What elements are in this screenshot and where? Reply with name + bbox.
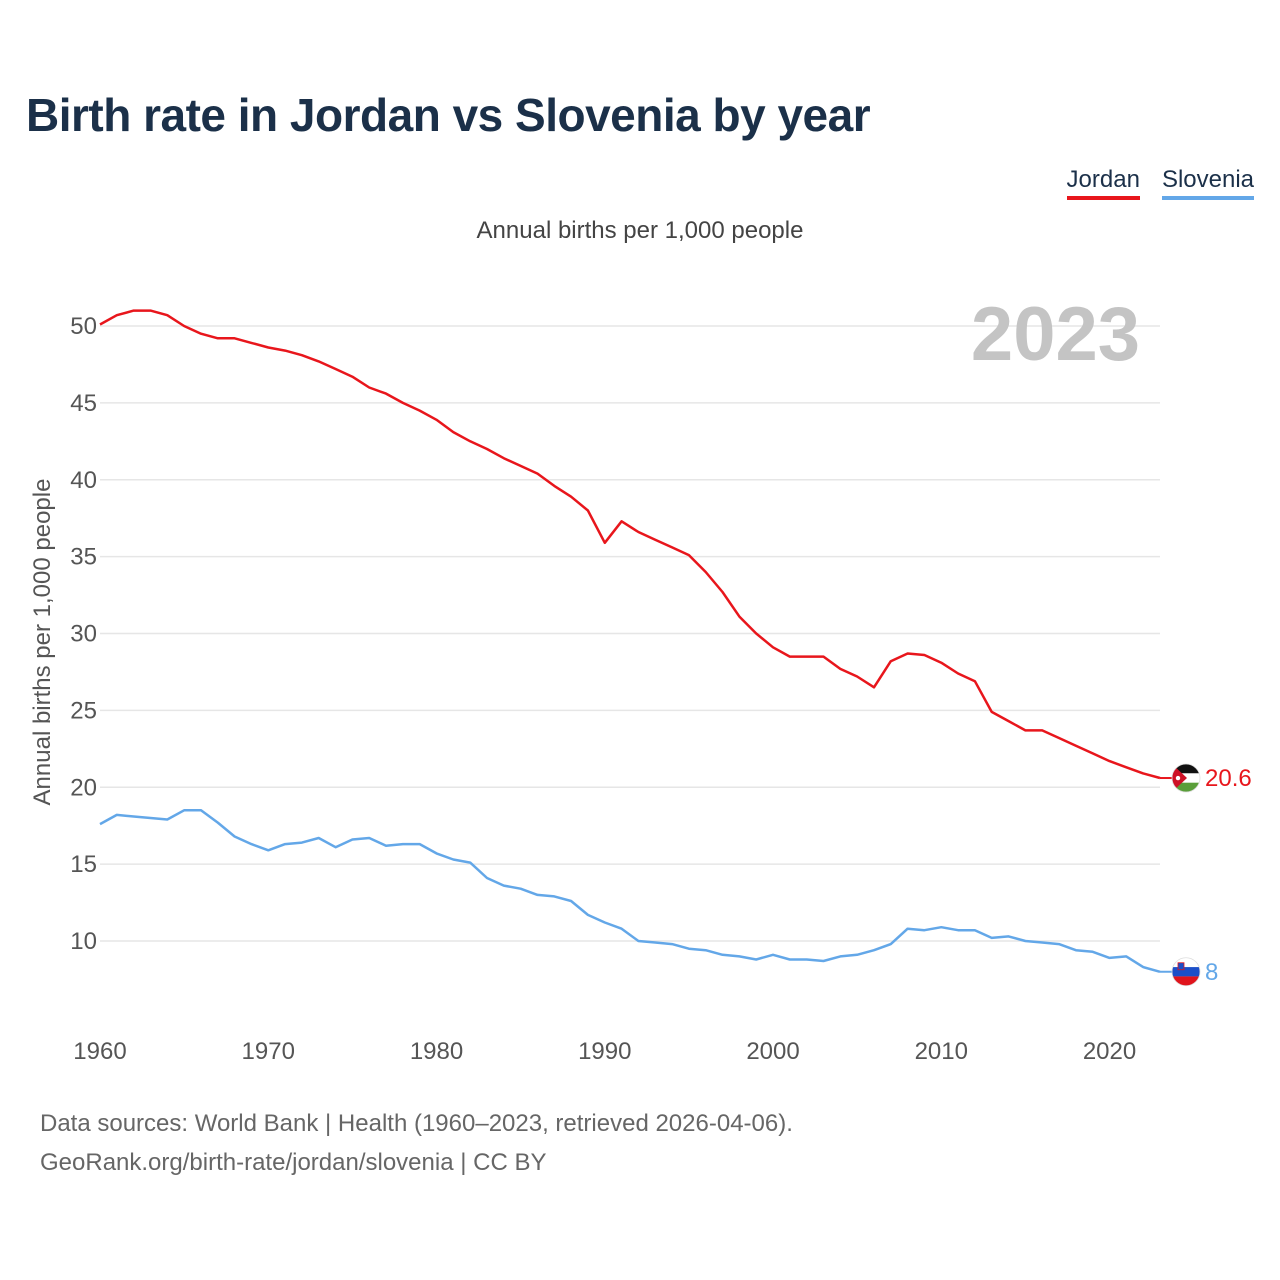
y-tick-label: 30: [70, 621, 97, 648]
y-tick-label: 20: [70, 774, 97, 801]
end-value-label-slovenia: 8: [1205, 959, 1218, 986]
end-value-label-jordan: 20.6: [1205, 765, 1252, 792]
series-line-jordan[interactable]: [99, 309, 1161, 780]
chart-subtitle: Annual births per 1,000 people: [476, 217, 804, 244]
x-tick-label: 1980: [410, 1038, 463, 1065]
source-text: Data sources: World Bank | Health (1960–…: [40, 1110, 793, 1137]
series-end-markers: 20.68: [1160, 763, 1252, 987]
legend-item-slovenia[interactable]: Slovenia: [1161, 166, 1254, 200]
jordan-flag-icon: [1171, 763, 1201, 793]
slovenia-flag-icon: [1171, 957, 1201, 987]
line-chart: 2023 10 15 20 25 30 35 40 45 50 1960 1970 1980 1990…: [29, 292, 1252, 1065]
footer: Data sources: World Bank | Health (1960–…: [40, 1104, 793, 1182]
y-tick-label: 50: [70, 313, 97, 340]
y-tick-label: 15: [70, 851, 97, 878]
x-tick-label: 2020: [1083, 1038, 1136, 1065]
x-tick-label: 2000: [746, 1038, 799, 1065]
gridlines: [100, 325, 1160, 942]
y-axis-ticks: 10 15 20 25 30 35 40 45 50: [70, 313, 97, 955]
y-tick-label: 25: [70, 697, 97, 724]
series: [99, 309, 1161, 974]
x-axis-ticks: 1960 1970 1980 1990 2000 2010 2020: [73, 1038, 1136, 1065]
source-link[interactable]: GeoRank.org/birth-rate/jordan/slovenia |…: [40, 1149, 547, 1176]
y-tick-label: 40: [70, 467, 97, 494]
x-tick-label: 1990: [578, 1038, 631, 1065]
chart-title: Birth rate in Jordan vs Slovenia by year: [26, 89, 871, 141]
y-tick-label: 10: [70, 928, 97, 955]
series-line-slovenia[interactable]: [99, 809, 1161, 974]
year-badge: 2023: [971, 292, 1140, 377]
legend: Jordan Slovenia: [1066, 166, 1254, 200]
y-axis-label: Annual births per 1,000 people: [29, 479, 56, 806]
y-tick-label: 35: [70, 544, 97, 571]
x-tick-label: 1960: [73, 1038, 126, 1065]
y-tick-label: 45: [70, 390, 97, 417]
legend-item-jordan[interactable]: Jordan: [1066, 166, 1140, 200]
x-tick-label: 1970: [242, 1038, 295, 1065]
x-tick-label: 2010: [915, 1038, 968, 1065]
